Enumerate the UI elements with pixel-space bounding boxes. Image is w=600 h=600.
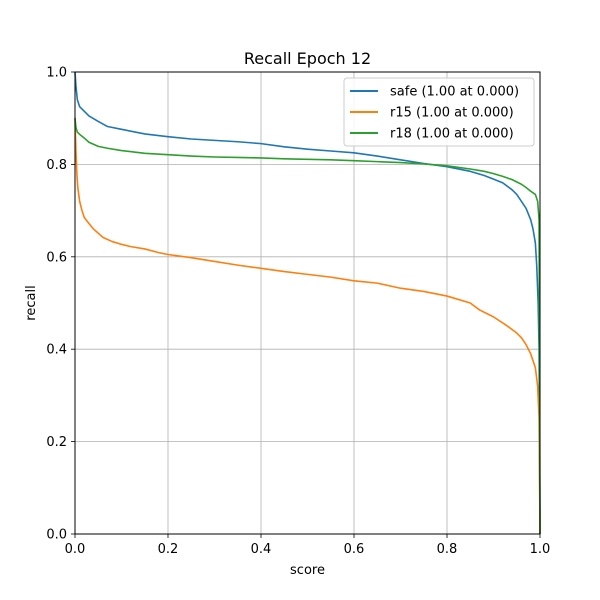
axis-ticks: 0.0 0.2 0.4 0.6 0.8 1.0 0.0 0.2 0.4 0.6 0.8 1.0 xyxy=(46,66,550,558)
series-line xyxy=(74,118,541,535)
series-layer xyxy=(74,71,541,535)
y-tick-label: 1.0 xyxy=(46,66,67,81)
legend-label: r15 (1.00 at 0.000) xyxy=(390,106,514,121)
chart-title: Recall Epoch 12 xyxy=(244,49,371,68)
y-tick-label: 0.4 xyxy=(46,343,67,358)
y-axis-label: recall xyxy=(24,285,39,320)
plot-frame xyxy=(74,71,541,535)
x-tick-label: 0.4 xyxy=(251,542,272,557)
series-line xyxy=(74,118,541,535)
x-tick-label: 0.2 xyxy=(158,542,179,557)
x-tick-label: 0.6 xyxy=(344,542,365,557)
legend-box xyxy=(343,77,535,147)
legend-label: safe (1.00 at 0.000) xyxy=(390,85,519,100)
grid-lines xyxy=(74,71,541,535)
y-tick-label: 0.2 xyxy=(46,435,67,450)
series-line xyxy=(74,71,541,535)
legend-label: r18 (1.00 at 0.000) xyxy=(390,127,514,142)
y-tick-label: 0.6 xyxy=(46,250,67,265)
x-tick-label: 0.8 xyxy=(437,542,458,557)
y-tick-label: 0.0 xyxy=(46,528,67,543)
legend: safe (1.00 at 0.000) r15 (1.00 at 0.000) r… xyxy=(343,77,535,147)
y-tick-label: 0.8 xyxy=(46,158,67,173)
x-tick-label: 1.0 xyxy=(530,542,551,557)
x-tick-label: 0.0 xyxy=(65,542,86,557)
x-axis-label: score xyxy=(290,563,325,578)
